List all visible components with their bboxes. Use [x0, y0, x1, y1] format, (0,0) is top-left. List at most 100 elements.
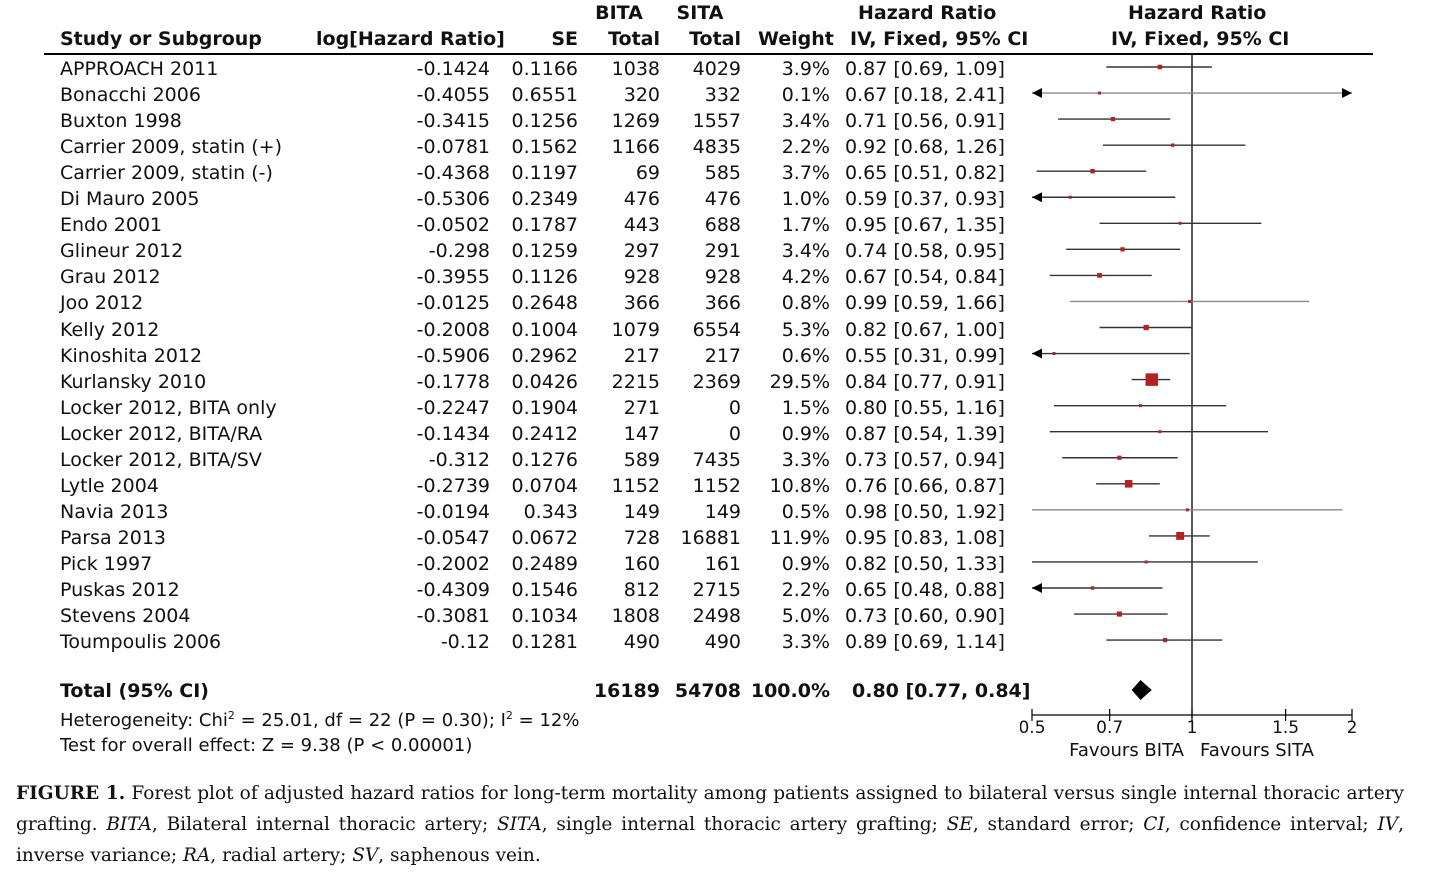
header-bita-top: BITA [595, 2, 643, 24]
standard-error: 0.1256 [511, 110, 578, 133]
log-hazard-ratio: -0.2002 [416, 552, 490, 575]
study-marker [1098, 91, 1102, 95]
hazard-ratio-ci: 0.67 [0.54, 0.84] [845, 266, 1005, 289]
standard-error: 0.1166 [511, 58, 578, 80]
hazard-ratio-ci: 0.98 [0.50, 1.92] [845, 500, 1005, 523]
study-marker [1171, 143, 1175, 147]
standard-error: 0.2489 [511, 552, 578, 575]
header-sita-total: Total [689, 28, 741, 50]
log-hazard-ratio: -0.12 [440, 631, 490, 654]
study-marker [1178, 221, 1182, 225]
study-name: Locker 2012, BITA/RA [60, 422, 263, 445]
header-hr-top: Hazard Ratio [858, 2, 997, 24]
bita-total: 1079 [611, 318, 660, 341]
study-name: Di Mauro 2005 [60, 188, 200, 211]
sita-total: 4029 [692, 58, 741, 80]
hazard-ratio-ci: 0.73 [0.57, 0.94] [845, 448, 1005, 471]
study-name: Endo 2001 [60, 214, 163, 237]
log-hazard-ratio: -0.4368 [416, 162, 490, 185]
study-name: Carrier 2009, statin (-) [60, 162, 273, 185]
sita-total: 6554 [692, 318, 741, 341]
bita-total: 1808 [611, 605, 660, 628]
header-se: SE [551, 28, 578, 50]
study-name: Kurlansky 2010 [60, 370, 207, 393]
x-tick-label: 1 [1187, 718, 1198, 738]
header-sita-top: SITA [676, 2, 724, 24]
bita-total: 2215 [611, 370, 660, 393]
log-hazard-ratio: -0.0547 [416, 526, 490, 549]
study-name: Joo 2012 [60, 292, 144, 315]
study-name: Locker 2012, BITA only [60, 396, 277, 419]
sita-total: 366 [704, 292, 741, 315]
study-marker [1157, 64, 1163, 70]
study-name: Lytle 2004 [60, 474, 159, 497]
weight: 0.6% [781, 344, 830, 367]
standard-error: 0.2962 [511, 344, 578, 367]
standard-error: 0.1126 [511, 266, 578, 289]
log-hazard-ratio: -0.3955 [416, 266, 490, 289]
study-name: Navia 2013 [60, 500, 169, 523]
forest-plot: 0.5 0.7 1 1.5 2 Favours BITA Favours SITA [1020, 53, 1358, 761]
bita-total: 1038 [611, 58, 660, 80]
weight: 1.7% [781, 214, 830, 237]
standard-error: 0.0704 [511, 474, 578, 497]
standard-error: 0.0426 [511, 370, 578, 393]
sita-total: 490 [704, 631, 741, 654]
bita-total: 69 [635, 162, 660, 185]
total-bita: 16189 [593, 680, 660, 702]
weight: 0.1% [781, 84, 830, 107]
header-bita-total: Total [608, 28, 660, 50]
hazard-ratio-ci: 0.55 [0.31, 0.99] [845, 344, 1005, 367]
log-hazard-ratio: -0.5306 [416, 188, 490, 211]
bita-total: 217 [623, 344, 660, 367]
log-hazard-ratio: -0.0194 [416, 500, 490, 523]
x-tick-label: 2 [1347, 718, 1358, 738]
sita-total: 2715 [692, 579, 741, 601]
standard-error: 0.1904 [511, 396, 578, 419]
hazard-ratio-ci: 0.92 [0.68, 1.26] [845, 136, 1005, 159]
bita-total: 320 [623, 84, 660, 107]
log-hazard-ratio: -0.298 [428, 240, 490, 263]
standard-error: 0.343 [523, 500, 578, 523]
standard-error: 0.1034 [511, 605, 578, 628]
study-marker [1138, 404, 1142, 408]
hazard-ratio-ci: 0.59 [0.37, 0.93] [845, 188, 1005, 211]
log-hazard-ratio: -0.4309 [416, 579, 490, 601]
standard-error: 0.1562 [511, 136, 578, 159]
sita-total: 149 [704, 500, 741, 523]
hazard-ratio-ci: 0.65 [0.51, 0.82] [845, 162, 1005, 185]
pooled-diamond [1131, 680, 1152, 700]
study-name: Bonacchi 2006 [60, 84, 201, 107]
bita-total: 928 [623, 266, 660, 289]
study-name: Kelly 2012 [60, 318, 160, 341]
ci-arrow-left [1032, 583, 1042, 593]
header-rule [44, 53, 1373, 55]
standard-error: 0.1787 [511, 214, 578, 237]
standard-error: 0.1281 [511, 631, 578, 654]
study-marker [1117, 455, 1122, 460]
standard-error: 0.1004 [511, 318, 578, 341]
bita-total: 297 [623, 240, 660, 263]
hazard-ratio-ci: 0.87 [0.54, 1.39] [845, 422, 1005, 445]
sita-total: 7435 [692, 448, 741, 471]
bita-total: 443 [623, 214, 660, 237]
standard-error: 0.2648 [511, 292, 578, 315]
sita-total: 476 [704, 188, 741, 211]
header-hr-ci: IV, Fixed, 95% CI [850, 28, 1029, 50]
favours-right-label: Favours SITA [1200, 740, 1315, 761]
weight: 3.3% [781, 631, 830, 654]
log-hazard-ratio: -0.2739 [416, 474, 490, 497]
x-tick-label: 1.5 [1272, 718, 1299, 738]
study-name: Glineur 2012 [60, 240, 184, 263]
weight: 10.8% [769, 474, 830, 497]
bita-total: 490 [623, 631, 660, 654]
hazard-ratio-ci: 0.89 [0.69, 1.14] [845, 631, 1005, 654]
sita-total: 291 [704, 240, 741, 263]
study-marker [1110, 116, 1116, 122]
study-marker [1188, 299, 1192, 303]
bita-total: 1269 [611, 110, 660, 133]
ci-arrow-left [1032, 88, 1042, 99]
log-hazard-ratio: -0.4055 [416, 84, 490, 107]
hazard-ratio-ci: 0.67 [0.18, 2.41] [845, 84, 1005, 107]
sita-total: 928 [704, 266, 741, 289]
